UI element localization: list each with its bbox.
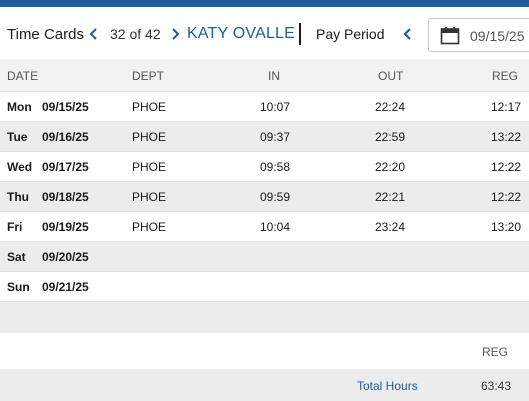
table-row[interactable]: Tue 09/16/25 PHOE 09:37 22:59 13:22 [0,122,529,152]
row-in: 09:37 [259,130,291,144]
column-header-dept[interactable]: DEPT [132,69,165,83]
row-reg: 12:17 [490,100,521,114]
row-date: 09/16/25 [42,130,89,144]
top-accent-bar [0,0,529,7]
previous-record-button[interactable] [87,25,101,43]
row-dept: PHOE [132,160,167,174]
row-dept: PHOE [132,190,167,204]
row-day: Fri [7,220,23,234]
divider [299,23,301,45]
total-hours-value: 63:43 [480,379,511,393]
total-hours-label: Total Hours [357,379,418,393]
row-reg: 12:22 [490,160,521,174]
row-reg: 13:20 [490,220,521,234]
pay-period-date: 09/15/25 [470,28,525,44]
row-date: 09/19/25 [42,220,89,234]
calendar-icon [440,26,460,50]
summary-header: REG [0,333,529,369]
row-day: Tue [7,130,28,144]
row-day: Sun [7,280,30,294]
pay-period-label: Pay Period [316,26,385,42]
summary-reg-header: REG [481,345,508,359]
previous-period-button[interactable] [401,25,415,43]
row-in: 09:58 [259,160,291,174]
table-row[interactable]: Sat 09/20/25 [0,242,529,272]
total-hours-row: Total Hours 63:43 [0,369,529,401]
next-record-button[interactable] [168,25,182,43]
chevron-left-icon [403,28,411,40]
row-in: 10:07 [259,100,291,114]
table-row[interactable]: Mon 09/15/25 PHOE 10:07 22:24 12:17 [0,92,529,122]
row-in: 10:04 [259,220,291,234]
row-dept: PHOE [132,100,167,114]
row-out: 22:20 [374,160,406,174]
row-out: 22:21 [374,190,406,204]
column-header-date[interactable]: DATE [7,69,39,83]
row-reg: 12:22 [490,190,521,204]
row-date: 09/17/25 [42,160,89,174]
table-spacer [0,302,529,333]
table-row[interactable]: Fri 09/19/25 PHOE 10:04 23:24 13:20 [0,212,529,242]
row-date: 09/21/25 [42,280,89,294]
table-header: DATE DEPT IN OUT REG [0,59,529,92]
row-day: Mon [7,100,32,114]
row-dept: PHOE [132,220,167,234]
table-row[interactable]: Sun 09/21/25 [0,272,529,302]
row-day: Sat [7,250,26,264]
row-day: Thu [7,190,29,204]
record-position: 32 of 42 [110,26,161,42]
column-header-in[interactable]: IN [268,69,280,83]
column-header-reg[interactable]: REG [491,69,518,83]
row-out: 23:24 [374,220,406,234]
row-in: 09:59 [259,190,291,204]
row-date: 09/15/25 [42,100,89,114]
row-date: 09/18/25 [42,190,89,204]
row-dept: PHOE [132,130,167,144]
table-row[interactable]: Wed 09/17/25 PHOE 09:58 22:20 12:22 [0,152,529,182]
pay-period-date-picker[interactable]: 09/15/25 [428,18,529,52]
row-date: 09/20/25 [42,250,89,264]
chevron-right-icon [172,28,180,40]
chevron-left-icon [89,28,97,40]
row-day: Wed [7,160,33,174]
row-out: 22:59 [374,130,406,144]
table-row[interactable]: Thu 09/18/25 PHOE 09:59 22:21 12:22 [0,182,529,212]
row-out: 22:24 [374,100,406,114]
toolbar: Time Cards 32 of 42 KATY OVALLE Pay Peri… [0,7,529,59]
employee-name-link[interactable]: KATY OVALLE [187,25,296,42]
row-reg: 13:22 [490,130,521,144]
page-title: Time Cards [7,26,84,43]
column-header-out[interactable]: OUT [378,69,404,83]
